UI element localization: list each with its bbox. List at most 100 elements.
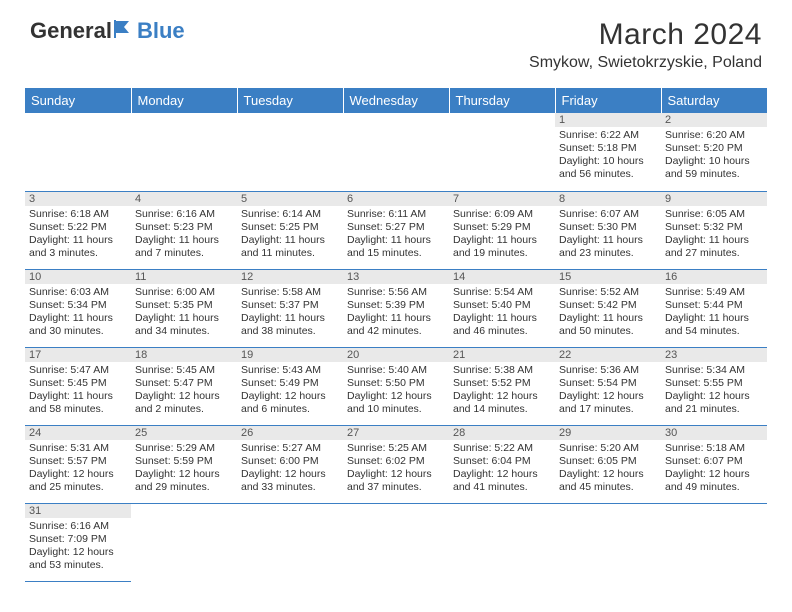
day-number: 31	[25, 504, 131, 518]
day-cell: 3Sunrise: 6:18 AMSunset: 5:22 PMDaylight…	[25, 191, 131, 269]
daylight-text: Daylight: 12 hours and 29 minutes.	[135, 468, 233, 494]
daylight-text: Daylight: 11 hours and 38 minutes.	[241, 312, 339, 338]
day-number: 8	[555, 192, 661, 206]
day-number: 2	[661, 113, 767, 127]
day-number: 10	[25, 270, 131, 284]
sunrise-text: Sunrise: 5:27 AM	[241, 442, 339, 455]
day-cell: 10Sunrise: 6:03 AMSunset: 5:34 PMDayligh…	[25, 269, 131, 347]
sunset-text: Sunset: 6:00 PM	[241, 455, 339, 468]
sunset-text: Sunset: 5:37 PM	[241, 299, 339, 312]
day-details: Sunrise: 5:27 AMSunset: 6:00 PMDaylight:…	[237, 440, 343, 499]
calendar-body: 1Sunrise: 6:22 AMSunset: 5:18 PMDaylight…	[25, 113, 767, 581]
daylight-text: Daylight: 11 hours and 23 minutes.	[559, 234, 657, 260]
day-number: 19	[237, 348, 343, 362]
daylight-text: Daylight: 11 hours and 30 minutes.	[29, 312, 127, 338]
day-cell	[449, 503, 555, 581]
day-details: Sunrise: 6:14 AMSunset: 5:25 PMDaylight:…	[237, 206, 343, 265]
day-cell	[343, 113, 449, 191]
day-number: 18	[131, 348, 237, 362]
day-details: Sunrise: 5:18 AMSunset: 6:07 PMDaylight:…	[661, 440, 767, 499]
sunset-text: Sunset: 5:35 PM	[135, 299, 233, 312]
day-details: Sunrise: 5:52 AMSunset: 5:42 PMDaylight:…	[555, 284, 661, 343]
sunrise-text: Sunrise: 6:09 AM	[453, 208, 551, 221]
sunrise-text: Sunrise: 5:43 AM	[241, 364, 339, 377]
sunset-text: Sunset: 5:22 PM	[29, 221, 127, 234]
flag-icon	[114, 18, 136, 44]
day-cell: 4Sunrise: 6:16 AMSunset: 5:23 PMDaylight…	[131, 191, 237, 269]
sunset-text: Sunset: 5:47 PM	[135, 377, 233, 390]
day-number: 9	[661, 192, 767, 206]
sunrise-text: Sunrise: 6:00 AM	[135, 286, 233, 299]
daylight-text: Daylight: 11 hours and 42 minutes.	[347, 312, 445, 338]
table-row: 1Sunrise: 6:22 AMSunset: 5:18 PMDaylight…	[25, 113, 767, 191]
weekday-header: Saturday	[661, 88, 767, 113]
sunset-text: Sunset: 6:07 PM	[665, 455, 763, 468]
daylight-text: Daylight: 12 hours and 25 minutes.	[29, 468, 127, 494]
day-cell: 18Sunrise: 5:45 AMSunset: 5:47 PMDayligh…	[131, 347, 237, 425]
sunrise-text: Sunrise: 5:45 AM	[135, 364, 233, 377]
day-cell: 26Sunrise: 5:27 AMSunset: 6:00 PMDayligh…	[237, 425, 343, 503]
sunset-text: Sunset: 6:05 PM	[559, 455, 657, 468]
sunset-text: Sunset: 6:02 PM	[347, 455, 445, 468]
day-details: Sunrise: 6:00 AMSunset: 5:35 PMDaylight:…	[131, 284, 237, 343]
sunset-text: Sunset: 5:55 PM	[665, 377, 763, 390]
sunset-text: Sunset: 5:25 PM	[241, 221, 339, 234]
day-details: Sunrise: 5:45 AMSunset: 5:47 PMDaylight:…	[131, 362, 237, 421]
daylight-text: Daylight: 11 hours and 15 minutes.	[347, 234, 445, 260]
sunrise-text: Sunrise: 5:56 AM	[347, 286, 445, 299]
day-cell: 14Sunrise: 5:54 AMSunset: 5:40 PMDayligh…	[449, 269, 555, 347]
day-cell: 27Sunrise: 5:25 AMSunset: 6:02 PMDayligh…	[343, 425, 449, 503]
day-number: 29	[555, 426, 661, 440]
daylight-text: Daylight: 11 hours and 34 minutes.	[135, 312, 233, 338]
sunset-text: Sunset: 5:42 PM	[559, 299, 657, 312]
sunrise-text: Sunrise: 6:11 AM	[347, 208, 445, 221]
day-number: 13	[343, 270, 449, 284]
day-details: Sunrise: 6:18 AMSunset: 5:22 PMDaylight:…	[25, 206, 131, 265]
day-details: Sunrise: 6:03 AMSunset: 5:34 PMDaylight:…	[25, 284, 131, 343]
sunrise-text: Sunrise: 6:22 AM	[559, 129, 657, 142]
daylight-text: Daylight: 10 hours and 59 minutes.	[665, 155, 763, 181]
day-details: Sunrise: 5:49 AMSunset: 5:44 PMDaylight:…	[661, 284, 767, 343]
table-row: 17Sunrise: 5:47 AMSunset: 5:45 PMDayligh…	[25, 347, 767, 425]
day-cell	[449, 113, 555, 191]
day-details: Sunrise: 6:20 AMSunset: 5:20 PMDaylight:…	[661, 127, 767, 186]
day-cell	[237, 503, 343, 581]
calendar-table: SundayMondayTuesdayWednesdayThursdayFrid…	[25, 88, 767, 582]
sunrise-text: Sunrise: 5:38 AM	[453, 364, 551, 377]
day-number: 5	[237, 192, 343, 206]
day-number: 3	[25, 192, 131, 206]
daylight-text: Daylight: 11 hours and 11 minutes.	[241, 234, 339, 260]
daylight-text: Daylight: 12 hours and 33 minutes.	[241, 468, 339, 494]
daylight-text: Daylight: 11 hours and 54 minutes.	[665, 312, 763, 338]
day-details: Sunrise: 5:36 AMSunset: 5:54 PMDaylight:…	[555, 362, 661, 421]
sunrise-text: Sunrise: 5:18 AM	[665, 442, 763, 455]
daylight-text: Daylight: 11 hours and 3 minutes.	[29, 234, 127, 260]
day-details: Sunrise: 5:40 AMSunset: 5:50 PMDaylight:…	[343, 362, 449, 421]
day-number: 24	[25, 426, 131, 440]
sunrise-text: Sunrise: 6:14 AM	[241, 208, 339, 221]
sunrise-text: Sunrise: 5:34 AM	[665, 364, 763, 377]
daylight-text: Daylight: 12 hours and 21 minutes.	[665, 390, 763, 416]
day-details: Sunrise: 6:22 AMSunset: 5:18 PMDaylight:…	[555, 127, 661, 186]
weekday-header: Wednesday	[343, 88, 449, 113]
sunset-text: Sunset: 7:09 PM	[29, 533, 127, 546]
day-cell: 9Sunrise: 6:05 AMSunset: 5:32 PMDaylight…	[661, 191, 767, 269]
sunrise-text: Sunrise: 5:52 AM	[559, 286, 657, 299]
day-cell: 6Sunrise: 6:11 AMSunset: 5:27 PMDaylight…	[343, 191, 449, 269]
day-number: 14	[449, 270, 555, 284]
day-details: Sunrise: 5:56 AMSunset: 5:39 PMDaylight:…	[343, 284, 449, 343]
day-cell: 5Sunrise: 6:14 AMSunset: 5:25 PMDaylight…	[237, 191, 343, 269]
sunset-text: Sunset: 5:32 PM	[665, 221, 763, 234]
sunrise-text: Sunrise: 5:31 AM	[29, 442, 127, 455]
day-cell: 1Sunrise: 6:22 AMSunset: 5:18 PMDaylight…	[555, 113, 661, 191]
sunset-text: Sunset: 5:29 PM	[453, 221, 551, 234]
day-details: Sunrise: 5:20 AMSunset: 6:05 PMDaylight:…	[555, 440, 661, 499]
day-number: 7	[449, 192, 555, 206]
sunset-text: Sunset: 5:44 PM	[665, 299, 763, 312]
day-details: Sunrise: 5:29 AMSunset: 5:59 PMDaylight:…	[131, 440, 237, 499]
day-cell: 23Sunrise: 5:34 AMSunset: 5:55 PMDayligh…	[661, 347, 767, 425]
day-cell	[131, 503, 237, 581]
day-cell	[555, 503, 661, 581]
day-cell: 21Sunrise: 5:38 AMSunset: 5:52 PMDayligh…	[449, 347, 555, 425]
sunrise-text: Sunrise: 6:07 AM	[559, 208, 657, 221]
